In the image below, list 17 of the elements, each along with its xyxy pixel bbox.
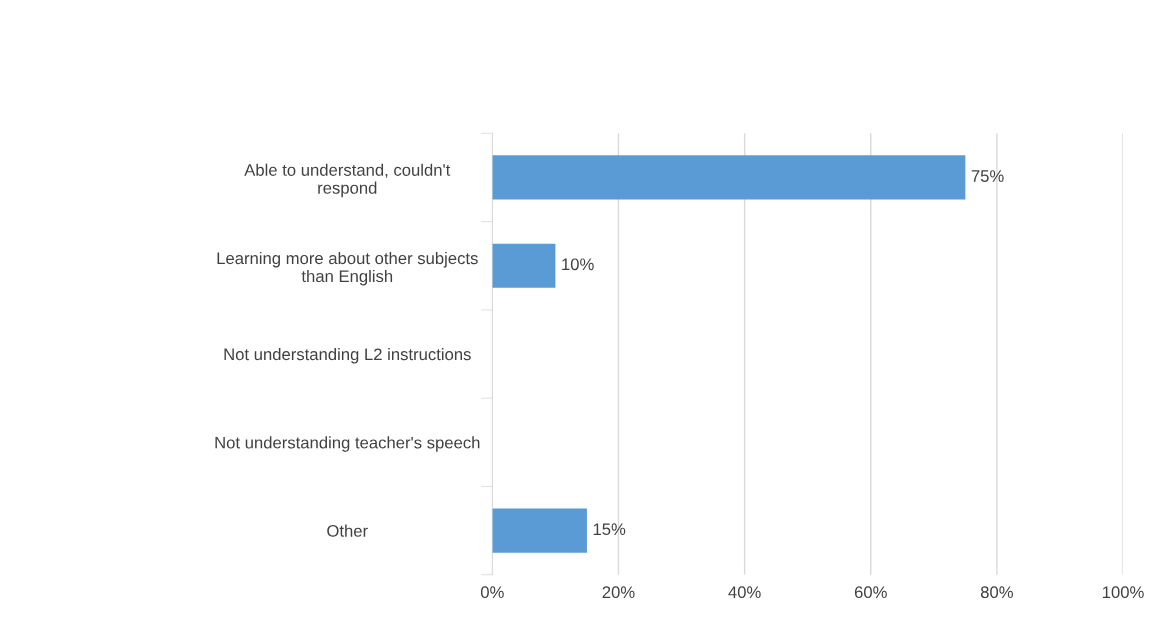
bar	[492, 508, 587, 553]
x-tick-label: 100%	[1102, 586, 1144, 599]
data-label: 75%	[971, 170, 1004, 182]
x-tick-label: 20%	[602, 586, 635, 599]
y-tick-label: Not understanding L2 instructions	[224, 347, 471, 364]
data-label: 15%	[593, 523, 626, 536]
bar	[492, 243, 556, 288]
bar	[492, 155, 966, 200]
y-tick-label: Able to understand, couldn't respond	[244, 163, 451, 198]
x-tick-label: 0%	[480, 586, 504, 599]
y-tick-label: Learning more about other subjects than English	[217, 251, 478, 286]
data-label: 10%	[562, 258, 594, 271]
x-tick-label: 40%	[728, 586, 761, 599]
x-tick-label: 80%	[980, 586, 1013, 599]
y-tick-label: Other	[327, 524, 368, 537]
x-tick-label: 60%	[854, 586, 887, 599]
y-tick-label: Not understanding teacher's speech	[215, 436, 480, 452]
